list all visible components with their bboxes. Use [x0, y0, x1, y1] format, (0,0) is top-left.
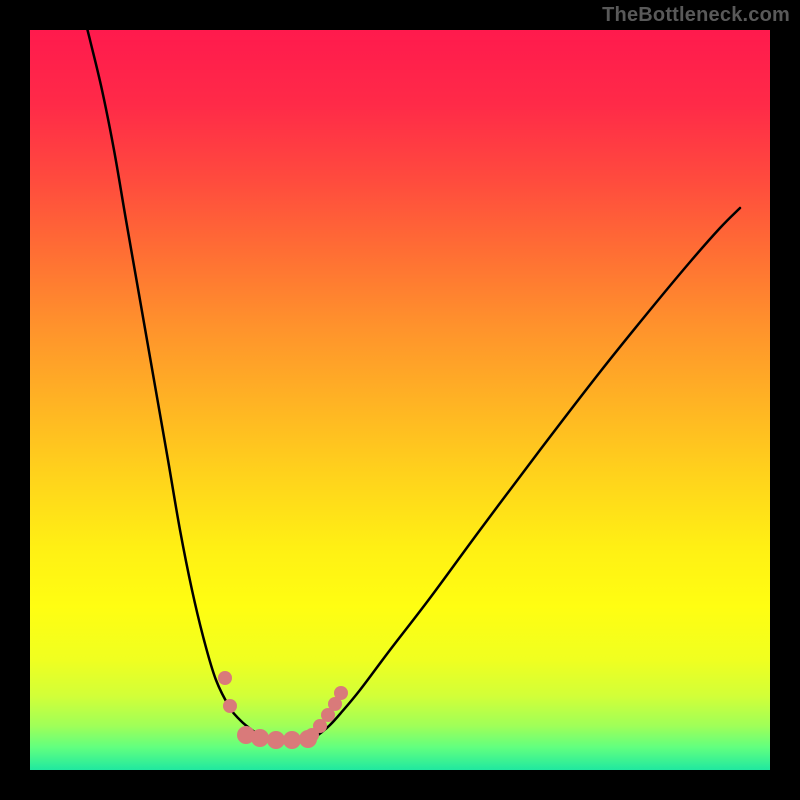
marker-point [251, 729, 269, 747]
chart-container: TheBottleneck.com [0, 0, 800, 800]
marker-point [334, 686, 348, 700]
marker-point [267, 731, 285, 749]
marker-point [218, 671, 232, 685]
marker-point [223, 699, 237, 713]
watermark-text: TheBottleneck.com [602, 4, 790, 27]
gradient-background [30, 30, 770, 770]
marker-point [283, 731, 301, 749]
bottleneck-chart [0, 0, 800, 800]
